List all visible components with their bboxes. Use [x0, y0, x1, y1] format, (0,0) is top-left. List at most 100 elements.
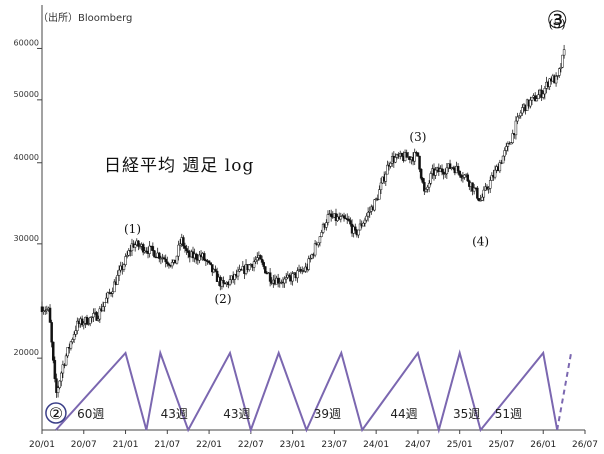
x-tick-label: 24/07 [405, 440, 431, 450]
candle-body [56, 387, 60, 393]
candle-body [74, 330, 77, 335]
candle-body [556, 75, 559, 77]
candle-body [389, 163, 392, 167]
candle-body [535, 98, 539, 102]
candle-body [158, 252, 161, 259]
candle-body [471, 182, 474, 192]
candle-body [509, 142, 513, 145]
candle-body [252, 261, 256, 268]
candle-body [490, 174, 494, 181]
candle-body [103, 302, 106, 307]
candle-body [559, 67, 563, 69]
candle-body [133, 244, 137, 248]
y-tick-label: 60000 [14, 38, 39, 47]
annotations: (1) (2) (3) (4) (5) ② ③ [45, 6, 568, 424]
x-tick-label: 25/07 [488, 440, 514, 450]
candle-body [427, 182, 431, 188]
candle-body [533, 95, 537, 102]
candle-body [479, 200, 482, 202]
candle-body [284, 277, 288, 280]
candle-body [66, 347, 69, 357]
candle-body [317, 242, 320, 246]
candle-body [51, 341, 55, 361]
candle-body [516, 116, 519, 122]
x-tick-label: 22/07 [238, 440, 264, 450]
candle-body [60, 372, 63, 382]
candle-body [209, 262, 212, 265]
candle-body [313, 243, 317, 256]
candle-body [429, 173, 433, 184]
candle-body [400, 152, 404, 157]
candle-body [519, 112, 522, 117]
candle-body [562, 49, 566, 56]
candle-body [498, 162, 502, 172]
candle-body [442, 171, 445, 175]
x-tick-label: 25/01 [447, 440, 473, 450]
x-tick-label: 26/07 [572, 440, 598, 450]
cycle-interval-label: 60週 [77, 407, 104, 421]
candle-body [384, 173, 388, 182]
candle-body [291, 273, 294, 282]
candle-body [357, 229, 360, 236]
candles [40, 44, 566, 398]
candle-body [80, 318, 84, 326]
candle-body [170, 262, 174, 267]
wave-2-circle [45, 402, 67, 424]
candle-body [344, 217, 347, 220]
candle-body [194, 253, 198, 260]
source-label: （出所）Bloomberg [38, 13, 133, 24]
candle-body [445, 167, 449, 175]
candle-body [148, 245, 151, 254]
candle-body [124, 256, 127, 265]
candle-body [529, 99, 532, 107]
candle-body [373, 199, 376, 211]
wave-label: (1) [124, 222, 141, 236]
candle-body [264, 266, 267, 274]
candle-body [423, 182, 426, 192]
axes: 20000 30000 40000 50000 60000 20/01 20/07 21/01… [14, 5, 598, 450]
x-tick-label: 24/01 [363, 440, 389, 450]
candle-body [530, 96, 534, 101]
candle-body [440, 168, 444, 173]
candle-body [55, 378, 58, 393]
wave-label: (5) [549, 17, 566, 31]
candle-body [347, 218, 351, 221]
candle-body [64, 355, 68, 366]
candle-body [505, 146, 508, 151]
candle-body [43, 310, 47, 312]
candle-body [166, 261, 169, 265]
candle-body [177, 244, 180, 257]
candle-body [61, 364, 65, 374]
candle-body [71, 339, 74, 343]
candle-body [521, 107, 524, 114]
candle-body [141, 244, 145, 253]
wave-2-label: ② [49, 404, 63, 423]
y-tick-label: 30000 [14, 234, 39, 243]
candle-body [90, 316, 94, 319]
candle-body [416, 152, 420, 157]
candle-body [339, 216, 343, 220]
x-tick-label: 26/01 [530, 440, 556, 450]
cycle-interval-label: 43週 [223, 407, 250, 421]
cycle-interval-label: 43週 [161, 407, 188, 421]
candle-body [105, 297, 108, 303]
candle-body [117, 269, 121, 276]
candle-body [537, 94, 540, 100]
candle-body [40, 306, 44, 312]
candle-body [296, 270, 299, 279]
candle-body [186, 250, 190, 253]
candle-body [541, 93, 545, 98]
candle-body [154, 256, 158, 259]
candle-body [127, 250, 131, 256]
candle-body [342, 215, 346, 219]
candle-body [113, 281, 116, 293]
cycle-interval-label: 44週 [390, 407, 417, 421]
candle-body [214, 269, 217, 272]
candle-body [443, 173, 447, 175]
candle-body [203, 253, 206, 261]
candle-body [482, 189, 486, 198]
candle-body [45, 309, 49, 311]
cycle-interval-label: 35週 [453, 407, 480, 421]
candle-body [421, 178, 424, 183]
